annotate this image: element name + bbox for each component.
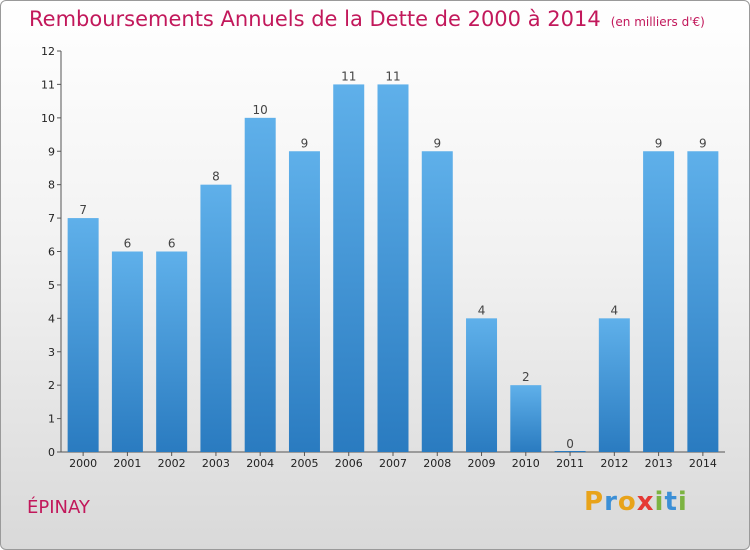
y-tick-label: 2 (48, 379, 55, 392)
bar-2011 (554, 451, 586, 452)
logo-letter: P (584, 487, 605, 517)
data-label-2000: 7 (79, 203, 87, 217)
logo-letter: i (654, 487, 665, 517)
data-label-2011: 0 (566, 437, 574, 451)
bar-2004 (244, 117, 276, 452)
x-tick-label-2003: 2003 (202, 457, 230, 470)
bar-2001 (111, 251, 143, 452)
x-tick-label-2005: 2005 (290, 457, 318, 470)
proxiti-logo: Proxiti (584, 487, 688, 517)
bar-2009 (466, 318, 498, 452)
x-tick-label-2012: 2012 (600, 457, 628, 470)
data-label-2002: 6 (168, 237, 176, 251)
x-tick-label-2000: 2000 (69, 457, 97, 470)
data-label-2013: 9 (655, 136, 663, 150)
bar-2003 (200, 184, 232, 452)
y-tick-label: 1 (48, 413, 55, 426)
bar-2007 (377, 84, 409, 453)
data-label-2007: 11 (385, 69, 400, 83)
data-label-2003: 8 (212, 170, 220, 184)
logo-letter: t (664, 487, 678, 517)
logo-letter: x (636, 487, 655, 517)
chart-title-text: Remboursements Annuels de la Dette de 20… (29, 7, 601, 31)
data-label-2004: 10 (253, 103, 268, 117)
x-tick-label-2008: 2008 (423, 457, 451, 470)
logo-letter: o (617, 487, 637, 517)
x-tick-label-2002: 2002 (158, 457, 186, 470)
logo-letter: r (604, 487, 618, 517)
y-tick-label: 8 (48, 179, 55, 192)
data-label-2001: 6 (124, 237, 132, 251)
y-tick-label: 10 (41, 112, 55, 125)
logo-letter: i (677, 487, 688, 517)
bar-2013 (643, 151, 675, 452)
x-tick-label-2013: 2013 (645, 457, 673, 470)
bar-2006 (333, 84, 365, 453)
y-tick-label: 12 (41, 45, 55, 58)
x-tick-label-2007: 2007 (379, 457, 407, 470)
x-tick-label-2010: 2010 (512, 457, 540, 470)
data-label-2005: 9 (301, 136, 309, 150)
y-tick-label: 4 (48, 312, 55, 325)
data-label-2010: 2 (522, 370, 530, 384)
x-tick-label-2006: 2006 (335, 457, 363, 470)
y-tick-label: 3 (48, 346, 55, 359)
data-label-2014: 9 (699, 136, 707, 150)
y-tick-label: 7 (48, 212, 55, 225)
x-tick-label-2001: 2001 (113, 457, 141, 470)
y-tick-label: 11 (41, 78, 55, 91)
data-label-2008: 9 (433, 136, 441, 150)
commune-name: ÉPINAY (27, 497, 90, 518)
bar-2010 (510, 385, 542, 452)
bar-2005 (288, 151, 320, 452)
x-tick-label-2009: 2009 (468, 457, 496, 470)
x-tick-label-2014: 2014 (689, 457, 717, 470)
x-tick-label-2004: 2004 (246, 457, 274, 470)
x-tick-label-2011: 2011 (556, 457, 584, 470)
y-tick-label: 9 (48, 145, 55, 158)
bar-2008 (421, 151, 453, 452)
y-tick-label: 6 (48, 246, 55, 259)
data-label-2006: 11 (341, 69, 356, 83)
y-tick-label: 0 (48, 446, 55, 459)
bar-2000 (67, 218, 99, 452)
bar-2014 (687, 151, 719, 452)
bar-2002 (156, 251, 188, 452)
bar-2012 (598, 318, 630, 452)
data-label-2009: 4 (478, 303, 486, 317)
chart-unit: (en milliers d'€) (610, 15, 705, 29)
data-label-2012: 4 (611, 303, 619, 317)
chart-title: Remboursements Annuels de la Dette de 20… (29, 7, 705, 31)
y-tick-label: 5 (48, 279, 55, 292)
